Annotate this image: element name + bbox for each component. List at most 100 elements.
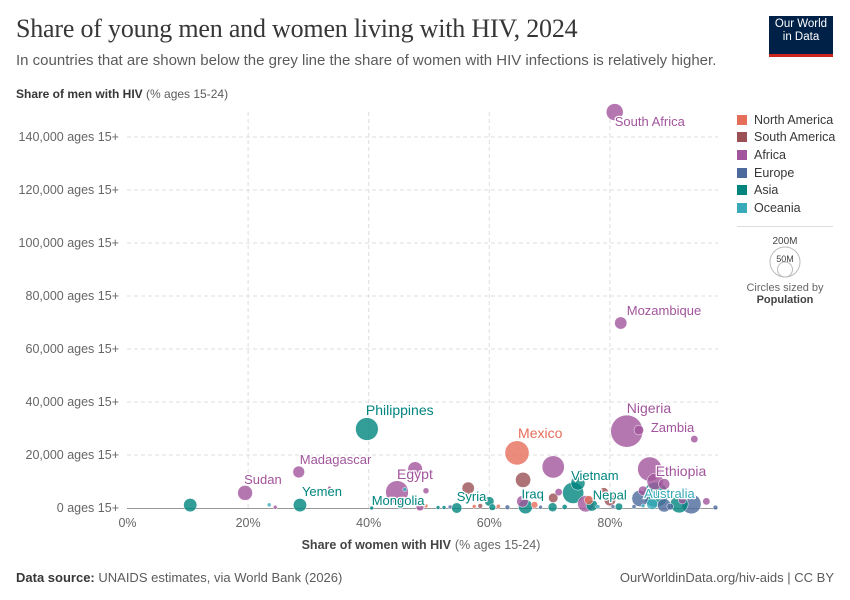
legend-item[interactable]: North America <box>737 111 835 129</box>
data-point <box>633 424 644 436</box>
logo-line-2: in Data <box>782 31 820 43</box>
point-label: Egypt <box>397 466 433 482</box>
data-point <box>495 504 501 509</box>
data-point <box>584 495 594 505</box>
legend-label: Africa <box>754 147 786 162</box>
y-tick-label: 20,000 ages 15+ <box>26 448 120 462</box>
data-point <box>266 502 272 508</box>
legend-item[interactable]: Asia <box>737 181 835 199</box>
data-point <box>530 501 539 509</box>
legend-item[interactable]: Oceania <box>737 199 835 217</box>
data-point <box>415 502 425 512</box>
data-source-label: Data source: <box>16 570 95 585</box>
size-label-small: 50M <box>776 254 794 264</box>
size-legend-variable: Population <box>756 294 814 306</box>
data-point <box>561 504 568 510</box>
data-point <box>327 485 332 491</box>
data-point <box>292 465 305 479</box>
legend-swatch <box>737 167 747 178</box>
data-point <box>605 103 624 121</box>
data-point <box>369 505 374 511</box>
owid-logo[interactable]: Our World in Data <box>769 16 833 57</box>
y-tick-label: 140,000 ages 15+ <box>19 130 119 144</box>
point-label: Ethiopia <box>656 463 707 479</box>
point-label: Mozambique <box>627 303 701 318</box>
data-point <box>547 502 558 512</box>
data-point <box>610 504 616 509</box>
logo-line-1: Our World <box>774 18 828 30</box>
point-label: Iraq <box>521 487 543 502</box>
data-point <box>631 504 637 510</box>
y-tick-label: 80,000 ages 15+ <box>26 289 120 303</box>
legend-item[interactable]: South America <box>737 129 835 147</box>
data-point <box>451 502 463 514</box>
y-axis-title: Share of men with HIV (% ages 15-24) <box>16 87 228 101</box>
data-point <box>355 417 379 441</box>
y-tick-label: 0 ages 15+ <box>57 501 119 515</box>
data-point <box>538 504 543 510</box>
point-label: South Africa <box>615 114 686 129</box>
data-point <box>515 472 531 488</box>
point-label: Sudan <box>244 472 282 487</box>
data-point <box>678 495 687 505</box>
y-tick-label: 60,000 ages 15+ <box>26 342 120 356</box>
data-point <box>712 504 719 511</box>
size-circle-small <box>777 261 793 278</box>
data-point <box>599 487 609 497</box>
size-legend: 200M 50M Circles sized by Population <box>737 226 833 306</box>
data-source: Data source: UNAIDS estimates, via World… <box>16 570 342 585</box>
point-label: Mexico <box>518 425 563 441</box>
legend-label: Oceania <box>754 200 801 215</box>
point-label: Yemen <box>302 484 342 499</box>
point-label: Nepal <box>593 487 627 502</box>
legend-label: Asia <box>754 183 779 198</box>
legend-label: South America <box>754 130 836 145</box>
data-point <box>292 498 307 513</box>
x-tick-label: 80% <box>597 516 622 530</box>
data-point <box>272 504 278 510</box>
legend-swatch <box>737 202 747 213</box>
data-point <box>504 504 511 510</box>
data-point <box>658 478 671 491</box>
legend-swatch <box>737 114 747 125</box>
x-tick-label: 60% <box>477 516 502 530</box>
data-point <box>615 502 623 511</box>
data-point <box>666 503 674 511</box>
data-source-text: UNAIDS estimates, via World Bank (2026) <box>98 570 343 585</box>
legend-item[interactable]: Europe <box>737 164 835 182</box>
legend-label: Europe <box>754 165 795 180</box>
y-tick-label: 40,000 ages 15+ <box>26 395 120 409</box>
point-label: Zambia <box>651 420 695 435</box>
data-point <box>638 485 649 496</box>
data-point <box>690 435 699 444</box>
legend-swatch <box>737 185 747 196</box>
legend-label: North America <box>754 112 834 127</box>
footer-link[interactable]: OurWorldinData.org/hiv-aids | CC BY <box>619 570 834 585</box>
point-label: Nigeria <box>627 400 672 416</box>
data-point <box>702 497 711 506</box>
y-tick-label: 120,000 ages 15+ <box>19 183 119 197</box>
y-tick-label: 100,000 ages 15+ <box>19 236 119 250</box>
data-point <box>477 503 483 509</box>
size-legend-circles: 200M 50M <box>769 236 801 278</box>
size-label-large: 200M <box>772 236 797 247</box>
point-label: Mongolia <box>372 493 426 508</box>
data-point <box>554 488 563 497</box>
point-label: Syria <box>457 489 487 504</box>
data-point <box>237 485 253 501</box>
data-point <box>504 440 530 466</box>
y-axis-title-unit: (% ages 15-24) <box>146 87 229 101</box>
point-label: Madagascar <box>300 452 372 467</box>
data-point <box>402 487 408 492</box>
data-point <box>488 503 496 511</box>
x-tick-label: 0% <box>118 516 136 530</box>
data-point <box>461 481 475 495</box>
chart-subtitle: In countries that are shown below the gr… <box>16 52 717 69</box>
legend-item[interactable]: Africa <box>737 146 835 164</box>
data-point <box>516 495 529 508</box>
data-point <box>447 504 453 510</box>
legend-swatch <box>737 149 747 160</box>
data-point <box>441 505 447 510</box>
data-point <box>407 461 423 477</box>
